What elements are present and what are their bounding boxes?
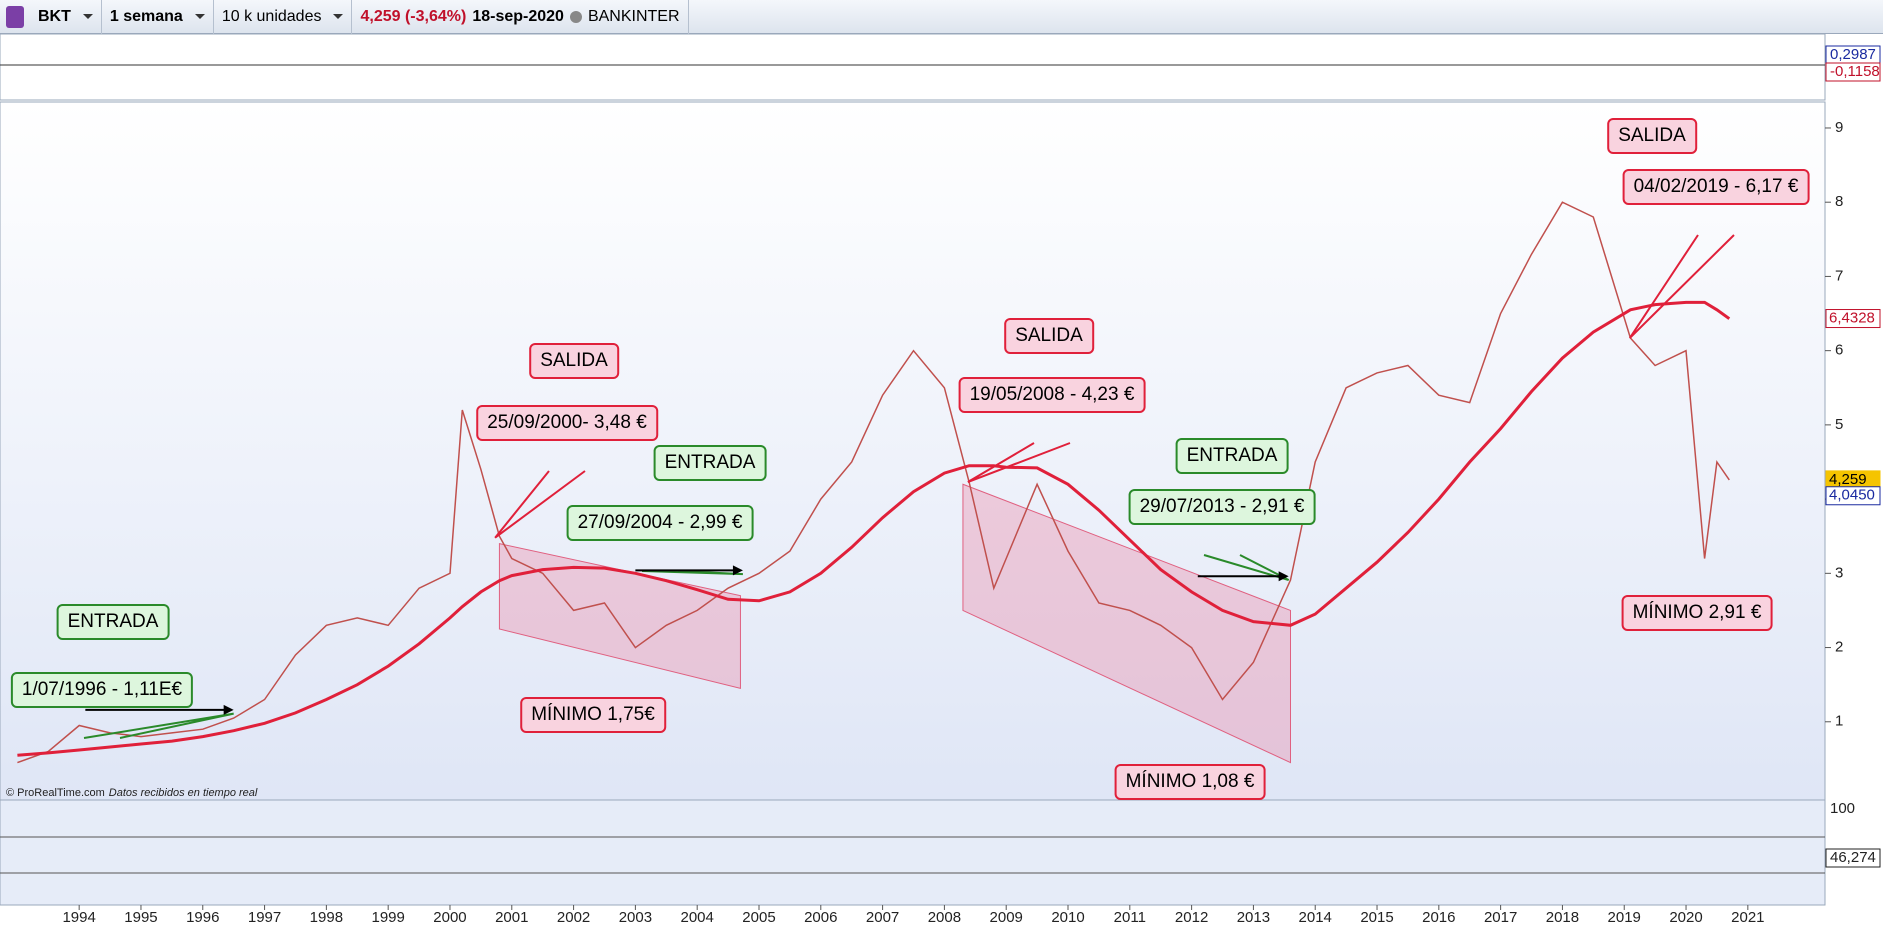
x-tick-label: 2021	[1731, 909, 1764, 926]
credit-note: Datos recibidos en tiempo real	[108, 787, 258, 799]
y-tick-label: 3	[1835, 564, 1843, 581]
instrument-name: BANKINTER	[587, 7, 680, 25]
x-tick-label: 1997	[248, 909, 281, 926]
axis-label-box	[1825, 848, 1881, 868]
annotation: 25/09/2000- 3,48 €	[476, 405, 658, 441]
x-tick-label: 2010	[1051, 909, 1084, 926]
app-logo	[6, 5, 24, 28]
x-tick-label: 2017	[1484, 909, 1517, 926]
y-tick-label: 2	[1835, 639, 1843, 656]
x-tick-label: 2020	[1669, 909, 1702, 926]
annotation: SALIDA	[1004, 318, 1094, 354]
channel	[962, 483, 1291, 764]
price-line	[17, 201, 1730, 764]
x-tick-label: 1995	[124, 909, 157, 926]
x-tick-label: 2000	[433, 909, 466, 926]
x-tick-label: 2013	[1237, 909, 1270, 926]
price-label: 6,4328	[1829, 309, 1875, 326]
x-tick-label: 2019	[1608, 909, 1641, 926]
callout	[1628, 234, 1735, 339]
x-tick-label: 1998	[310, 909, 343, 926]
chart: 1234567891994199519961997199819992000200…	[0, 34, 1881, 926]
callout	[494, 470, 586, 539]
units-select[interactable]: 10 k unidades	[214, 0, 353, 34]
x-tick-label: 2015	[1360, 909, 1393, 926]
toolbar: BKT 1 semana 10 k unidades 4,259 (-3,64%…	[0, 0, 1883, 34]
arrow-head	[223, 704, 234, 715]
x-tick-label: 1996	[186, 909, 219, 926]
callout	[1203, 554, 1290, 581]
axis-label: -0,1158	[1830, 63, 1880, 80]
y-tick-label: 5	[1835, 416, 1843, 433]
annotation: ENTRADA	[56, 604, 170, 640]
price-label-box	[1825, 486, 1881, 506]
callout	[83, 712, 234, 739]
symbol-select[interactable]: BKT	[30, 0, 102, 34]
axis-label: 100	[1830, 800, 1855, 817]
annotation: 1/07/1996 - 1,11E€	[10, 672, 194, 708]
x-tick-label: 2002	[557, 909, 590, 926]
period-select[interactable]: 1 semana	[102, 0, 214, 34]
price-label: 4,259	[1829, 471, 1867, 488]
annotation: 29/07/2013 - 2,91 €	[1128, 489, 1316, 525]
arrow-head	[1278, 571, 1289, 582]
annotation: MÍNIMO 1,08 €	[1114, 764, 1266, 800]
y-tick-label: 7	[1835, 267, 1843, 284]
moving-average	[17, 300, 1731, 757]
x-tick-label: 2009	[990, 909, 1023, 926]
x-tick-label: 2007	[866, 909, 899, 926]
quote-info: 4,259 (-3,64%) 18-sep-2020 BANKINTER	[352, 0, 689, 34]
credit-source: © ProRealTime.com	[6, 787, 105, 799]
quote: 4,259 (-3,64%)	[360, 7, 467, 25]
annotation: ENTRADA	[1175, 438, 1289, 474]
annotation: MÍNIMO 1,75€	[520, 697, 666, 733]
x-tick-label: 2012	[1175, 909, 1208, 926]
x-tick-label: 2004	[681, 909, 714, 926]
x-tick-label: 2018	[1546, 909, 1579, 926]
oscillator-panel	[0, 34, 1826, 101]
x-tick-label: 2003	[619, 909, 652, 926]
price-label-box	[1825, 309, 1881, 329]
x-tick-label: 2001	[495, 909, 528, 926]
annotation: SALIDA	[1607, 118, 1697, 154]
annotation: SALIDA	[529, 343, 619, 379]
annotation: ENTRADA	[653, 445, 767, 481]
x-tick-label: 2011	[1114, 909, 1146, 926]
x-tick-label: 2005	[742, 909, 775, 926]
y-tick-label: 9	[1835, 119, 1843, 136]
price-label: 4,0450	[1829, 487, 1875, 504]
axis-label: 46,274	[1830, 849, 1876, 866]
x-tick-label: 1999	[371, 909, 404, 926]
annotation: 19/05/2008 - 4,23 €	[958, 377, 1146, 413]
quote-date: 18-sep-2020	[472, 7, 564, 25]
callout	[641, 570, 743, 576]
annotation: 04/02/2019 - 6,17 €	[1622, 169, 1810, 205]
x-tick-label: 2016	[1422, 909, 1455, 926]
x-tick-label: 2014	[1299, 909, 1332, 926]
annotation: MÍNIMO 2,91 €	[1621, 595, 1773, 631]
y-tick-label: 6	[1835, 342, 1843, 359]
callout	[967, 442, 1071, 483]
x-tick-label: 2006	[804, 909, 837, 926]
rsi-panel	[0, 799, 1826, 906]
credit: © ProRealTime.com Datos recibidos en tiem…	[6, 787, 257, 799]
x-tick-label: 2008	[928, 909, 961, 926]
status-dot	[569, 10, 582, 23]
x-tick-label: 1994	[62, 909, 95, 926]
axis-label: 0,2987	[1830, 46, 1876, 63]
annotation: 27/09/2004 - 2,99 €	[566, 505, 754, 541]
axis-label-box	[1825, 62, 1881, 82]
price-panel	[0, 101, 1826, 801]
y-tick-label: 1	[1835, 713, 1843, 730]
arrow-head	[732, 565, 743, 576]
y-tick-label: 8	[1835, 193, 1843, 210]
